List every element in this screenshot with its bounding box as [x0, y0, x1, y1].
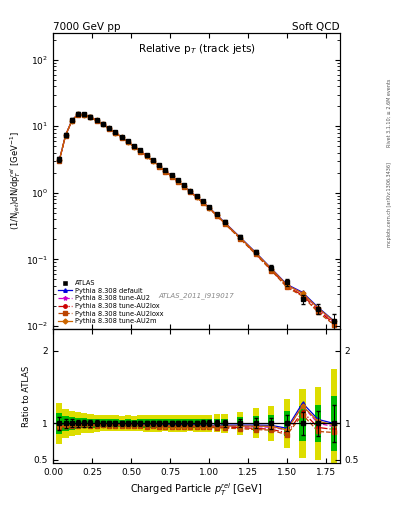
Text: Rivet 3.1.10; ≥ 2.6M events: Rivet 3.1.10; ≥ 2.6M events — [387, 78, 392, 147]
Text: Soft QCD: Soft QCD — [292, 22, 340, 32]
Y-axis label: (1/N$_{jet}$)dN/dp$_T^{rel}$ [GeV$^{-1}$]: (1/N$_{jet}$)dN/dp$_T^{rel}$ [GeV$^{-1}$… — [9, 132, 23, 230]
Legend: ATLAS, Pythia 8.308 default, Pythia 8.308 tune-AU2, Pythia 8.308 tune-AU2lox, Py: ATLAS, Pythia 8.308 default, Pythia 8.30… — [56, 279, 165, 326]
Text: mcplots.cern.ch [arXiv:1306.3436]: mcplots.cern.ch [arXiv:1306.3436] — [387, 162, 392, 247]
Text: Relative p$_T$ (track jets): Relative p$_T$ (track jets) — [138, 42, 255, 56]
X-axis label: Charged Particle $p_T^{rel}$ [GeV]: Charged Particle $p_T^{rel}$ [GeV] — [130, 481, 263, 498]
Text: 7000 GeV pp: 7000 GeV pp — [53, 22, 121, 32]
Text: ATLAS_2011_I919017: ATLAS_2011_I919017 — [159, 293, 234, 300]
Y-axis label: Ratio to ATLAS: Ratio to ATLAS — [22, 366, 31, 427]
